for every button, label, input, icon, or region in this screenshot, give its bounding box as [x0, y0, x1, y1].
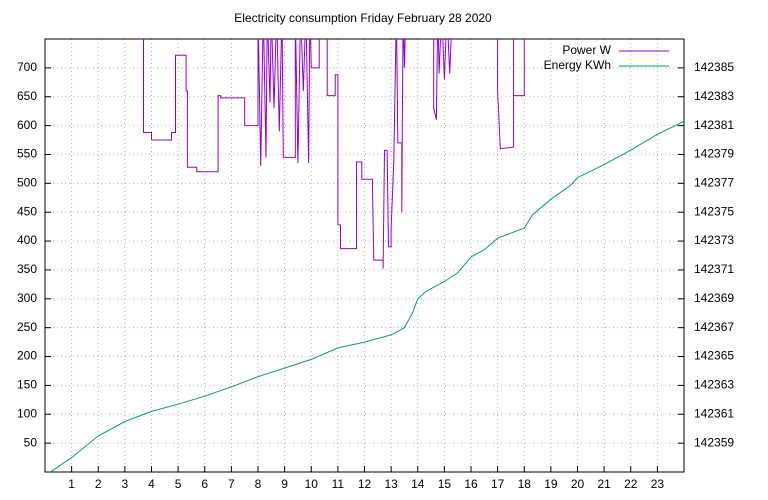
- legend-label: Energy KWh: [544, 58, 611, 72]
- plot-frame: [44, 38, 685, 473]
- y-tick-label: 550: [17, 147, 37, 161]
- x-tick-label: 9: [281, 477, 288, 491]
- x-tick-label: 1: [68, 477, 75, 491]
- y-tick-label: 600: [17, 118, 37, 132]
- x-tick-label: 7: [228, 477, 235, 491]
- x-tick-label: 16: [464, 477, 478, 491]
- x-tick-label: 21: [597, 477, 611, 491]
- series-line: [50, 120, 684, 472]
- x-tick-label: 12: [358, 477, 372, 491]
- y-tick-label: 500: [17, 176, 37, 190]
- y-tick-label: 250: [17, 320, 37, 334]
- y2-tick-label: 142369: [694, 291, 734, 305]
- y2-tick-label: 142373: [694, 233, 734, 247]
- x-tick-label: 23: [651, 477, 665, 491]
- y-tick-label: 150: [17, 378, 37, 392]
- y-tick-label: 400: [17, 233, 37, 247]
- x-tick-label: 15: [438, 477, 452, 491]
- legend-label: Power W: [562, 43, 611, 57]
- y2-tick-label: 142379: [694, 147, 734, 161]
- x-tick-label: 22: [624, 477, 638, 491]
- x-tick-label: 2: [95, 477, 102, 491]
- x-tick-label: 5: [175, 477, 182, 491]
- y2-tick-label: 142363: [694, 378, 734, 392]
- y-tick-label: 450: [17, 204, 37, 218]
- y2-tick-label: 142365: [694, 349, 734, 363]
- x-tick-label: 18: [518, 477, 532, 491]
- y2-tick-label: 142377: [694, 176, 734, 190]
- y2-tick-label: 142381: [694, 118, 734, 132]
- y-tick-label: 300: [17, 291, 37, 305]
- y2-tick-label: 142375: [694, 204, 734, 218]
- x-tick-label: 13: [384, 477, 398, 491]
- y2-tick-label: 142371: [694, 262, 734, 276]
- y2-tick-label: 142385: [694, 60, 734, 74]
- x-tick-label: 17: [491, 477, 505, 491]
- x-tick-label: 6: [201, 477, 208, 491]
- x-tick-label: 11: [332, 477, 345, 491]
- x-tick-label: 8: [255, 477, 262, 491]
- y-tick-label: 350: [17, 262, 37, 276]
- series-line: [143, 39, 525, 269]
- y-tick-label: 200: [17, 349, 37, 363]
- x-tick-label: 3: [122, 477, 129, 491]
- y-tick-label: 700: [17, 60, 37, 74]
- plot-area: [50, 39, 684, 472]
- x-tick-label: 4: [148, 477, 155, 491]
- x-tick-label: 10: [305, 477, 319, 491]
- y2-tick-label: 142367: [694, 320, 734, 334]
- y-tick-label: 650: [17, 89, 37, 103]
- y2-tick-label: 142383: [694, 89, 734, 103]
- y2-tick-label: 142359: [694, 435, 734, 449]
- y2-tick-label: 142361: [694, 406, 734, 420]
- chart-title: Electricity consumption Friday February …: [234, 11, 492, 25]
- x-tick-label: 20: [571, 477, 585, 491]
- y-tick-label: 50: [24, 435, 38, 449]
- y-tick-label: 100: [17, 406, 37, 420]
- x-tick-label: 14: [411, 477, 425, 491]
- x-tick-label: 19: [544, 477, 558, 491]
